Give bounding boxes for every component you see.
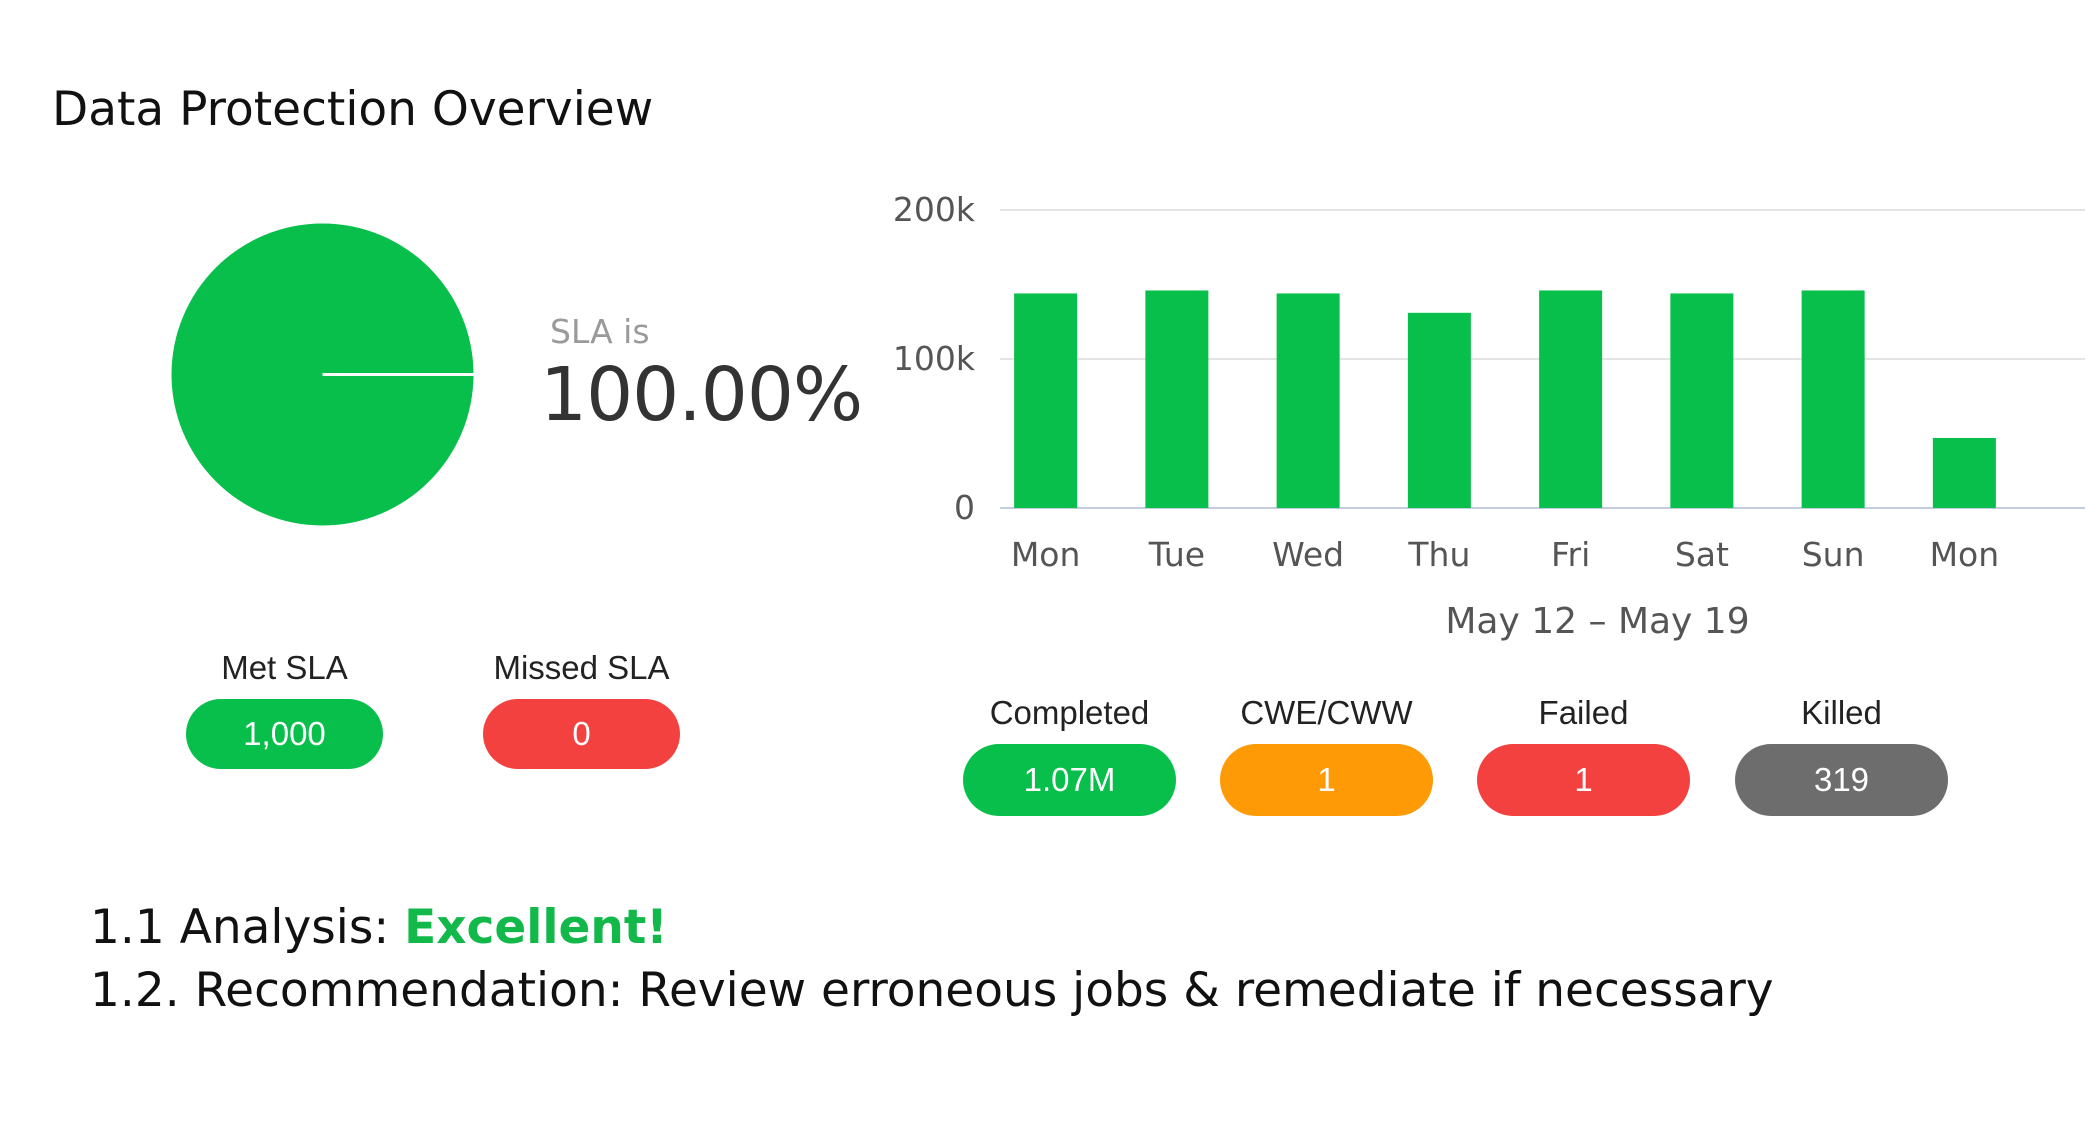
met-sla-stat: Met SLA 1,000 <box>186 647 383 769</box>
analysis-line: 1.1 Analysis: Excellent! <box>90 900 668 955</box>
job-stat-failed: Failed 1 <box>1477 692 1690 816</box>
bar-mon[interactable] <box>1014 293 1078 508</box>
x-tick-label: Sun <box>1802 535 1865 574</box>
analysis-verdict: Excellent! <box>404 900 668 955</box>
sla-caption: SLA is <box>550 312 650 351</box>
completed-badge[interactable]: 1.07M <box>963 744 1176 816</box>
page-title: Data Protection Overview <box>52 82 654 137</box>
job-stat-label: Completed <box>989 694 1150 731</box>
bar-fri[interactable] <box>1539 290 1603 508</box>
analysis-label: 1.1 Analysis: <box>90 900 405 955</box>
job-stat-value: 1 <box>1574 761 1593 798</box>
sla-pie-svg <box>171 223 474 526</box>
bar-sat[interactable] <box>1670 293 1734 508</box>
cwe-cww-badge[interactable]: 1 <box>1220 744 1433 816</box>
x-tick-label: Tue <box>1148 535 1205 574</box>
x-tick-label: Mon <box>1011 535 1081 574</box>
job-stat-value: 1.07M <box>1023 761 1116 798</box>
bar-thu[interactable] <box>1407 312 1471 508</box>
recommendation-line: 1.2. Recommendation: Review erroneous jo… <box>90 963 1774 1018</box>
bar-sun[interactable] <box>1801 290 1865 508</box>
bar-mon[interactable] <box>1932 437 1996 508</box>
sla-percentage: 100.00% <box>540 352 863 438</box>
job-stat-value: 1 <box>1317 761 1336 798</box>
daily-jobs-bar-chart: 0 100k 200k Mon Tue Wed Thu Fri Sat Sun Mon May 12 … <box>893 190 2085 642</box>
x-tick-label: Sat <box>1675 535 1729 574</box>
missed-sla-stat: Missed SLA 0 <box>483 647 680 769</box>
met-sla-label: Met SLA <box>221 649 348 686</box>
y-tick-label: 0 <box>954 488 975 527</box>
bar-wed[interactable] <box>1276 293 1340 508</box>
job-stat-completed: Completed 1.07M <box>963 692 1176 816</box>
job-stat-value: 319 <box>1813 761 1870 798</box>
job-stat-label: Failed <box>1538 694 1629 731</box>
missed-sla-badge[interactable]: 0 <box>483 699 680 769</box>
missed-sla-value: 0 <box>572 715 591 752</box>
x-tick-label: Mon <box>1930 535 2000 574</box>
x-tick-label: Wed <box>1272 535 1344 574</box>
failed-badge[interactable]: 1 <box>1477 744 1690 816</box>
job-stat-label: CWE/CWW <box>1240 694 1413 731</box>
x-axis-title: May 12 – May 19 <box>1445 601 1749 642</box>
killed-badge[interactable]: 319 <box>1735 744 1948 816</box>
y-tick-label: 200k <box>893 190 976 229</box>
met-sla-value: 1,000 <box>243 715 326 752</box>
y-tick-label: 100k <box>893 339 976 378</box>
missed-sla-label: Missed SLA <box>493 649 670 686</box>
x-tick-label: Thu <box>1407 535 1470 574</box>
x-tick-label: Fri <box>1551 535 1590 574</box>
bar-tue[interactable] <box>1145 290 1209 508</box>
sla-pie-chart <box>170 222 475 527</box>
met-sla-badge[interactable]: 1,000 <box>186 699 383 769</box>
job-stat-killed: Killed 319 <box>1735 692 1948 816</box>
job-stat-label: Killed <box>1801 694 1882 731</box>
job-stat-cwe-cww: CWE/CWW 1 <box>1220 692 1433 816</box>
